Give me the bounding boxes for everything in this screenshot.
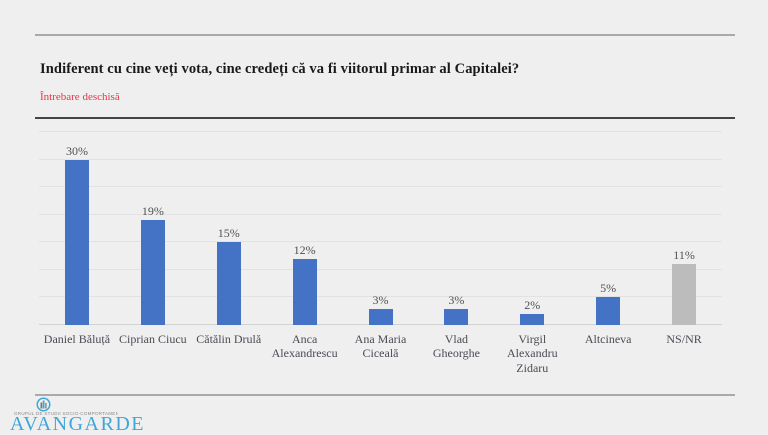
bar: [368, 308, 393, 325]
question-title: Indiferent cu cine veți vota, cine crede…: [40, 61, 520, 77]
x-axis-label: Altcineva: [584, 332, 632, 346]
x-axis-label: Ciprian Ciucu: [119, 332, 187, 346]
bar: [64, 159, 89, 325]
bar-chart: 30% 19% 15% 12% 3% 3% 2% 5% 11% Daniel Băluță Cip…: [39, 131, 722, 375]
x-axis-label: Ana Maria Ciceală: [354, 332, 407, 361]
x-axis-label: Daniel Băluță: [43, 332, 111, 346]
bar-value-label: 19%: [141, 204, 164, 219]
bar-value-label: 30%: [65, 143, 88, 158]
gridline: [39, 186, 722, 188]
bar-value-label: 11%: [673, 248, 695, 263]
bar-group: 11%: [646, 132, 722, 325]
bars-row: 30% 19% 15% 12% 3% 3% 2% 5% 11%: [39, 132, 722, 325]
logo-tagline: GRUPUL DE STUDII SOCIO-COMPORTAMENTALE: [14, 411, 118, 416]
bar: [216, 242, 241, 325]
bar-group: 3%: [418, 132, 494, 325]
gridline: [39, 241, 722, 243]
bar-group: 30%: [39, 132, 115, 325]
x-axis-labels: Daniel Băluță Ciprian Ciucu Cătălin Drulă A…: [39, 332, 722, 375]
plot-area: 30% 19% 15% 12% 3% 3% 2% 5% 11%: [39, 131, 722, 325]
bar-group: 5%: [570, 132, 646, 325]
bar-group: 19%: [115, 132, 191, 325]
bar: [672, 264, 697, 325]
bar: [596, 297, 621, 325]
title-divider: [35, 117, 735, 119]
avangarde-logo: GRUPUL DE STUDII SOCIO-COMPORTAMENTALE A…: [10, 395, 144, 434]
x-axis-label: Virgil Alexandru Zidaru: [506, 332, 558, 375]
bar-group: 3%: [343, 132, 419, 325]
bar-value-label: 5%: [600, 281, 617, 296]
logo-mark-icon: [36, 397, 51, 412]
top-rule: [35, 34, 735, 36]
bar-group: 15%: [191, 132, 267, 325]
bar-value-label: 15%: [217, 226, 240, 241]
gridline: [39, 158, 722, 160]
question-subtitle: Întrebare deschisă: [40, 91, 120, 103]
gridline: [39, 213, 722, 215]
bar: [292, 258, 317, 325]
bar: [444, 308, 469, 325]
logo-wordmark: AVANGARDE: [10, 413, 146, 435]
gridline: [39, 268, 722, 270]
bar-group: 2%: [494, 132, 570, 325]
footer-rule: [35, 394, 735, 396]
bar-group: 12%: [267, 132, 343, 325]
x-axis-label: Vlad Gheorghe: [432, 332, 480, 361]
bar-value-label: 12%: [293, 242, 316, 257]
gridline: [39, 296, 722, 298]
bar-value-label: 3%: [372, 292, 389, 307]
x-axis-label: Cătălin Drulă: [196, 332, 262, 346]
x-axis-label: Anca Alexandrescu: [271, 332, 338, 361]
bar: [140, 220, 165, 325]
bar-value-label: 3%: [448, 292, 465, 307]
x-axis-label: NS/NR: [666, 332, 702, 346]
gridline: [39, 131, 722, 132]
bar-value-label: 2%: [524, 298, 541, 312]
bar: [520, 314, 545, 325]
